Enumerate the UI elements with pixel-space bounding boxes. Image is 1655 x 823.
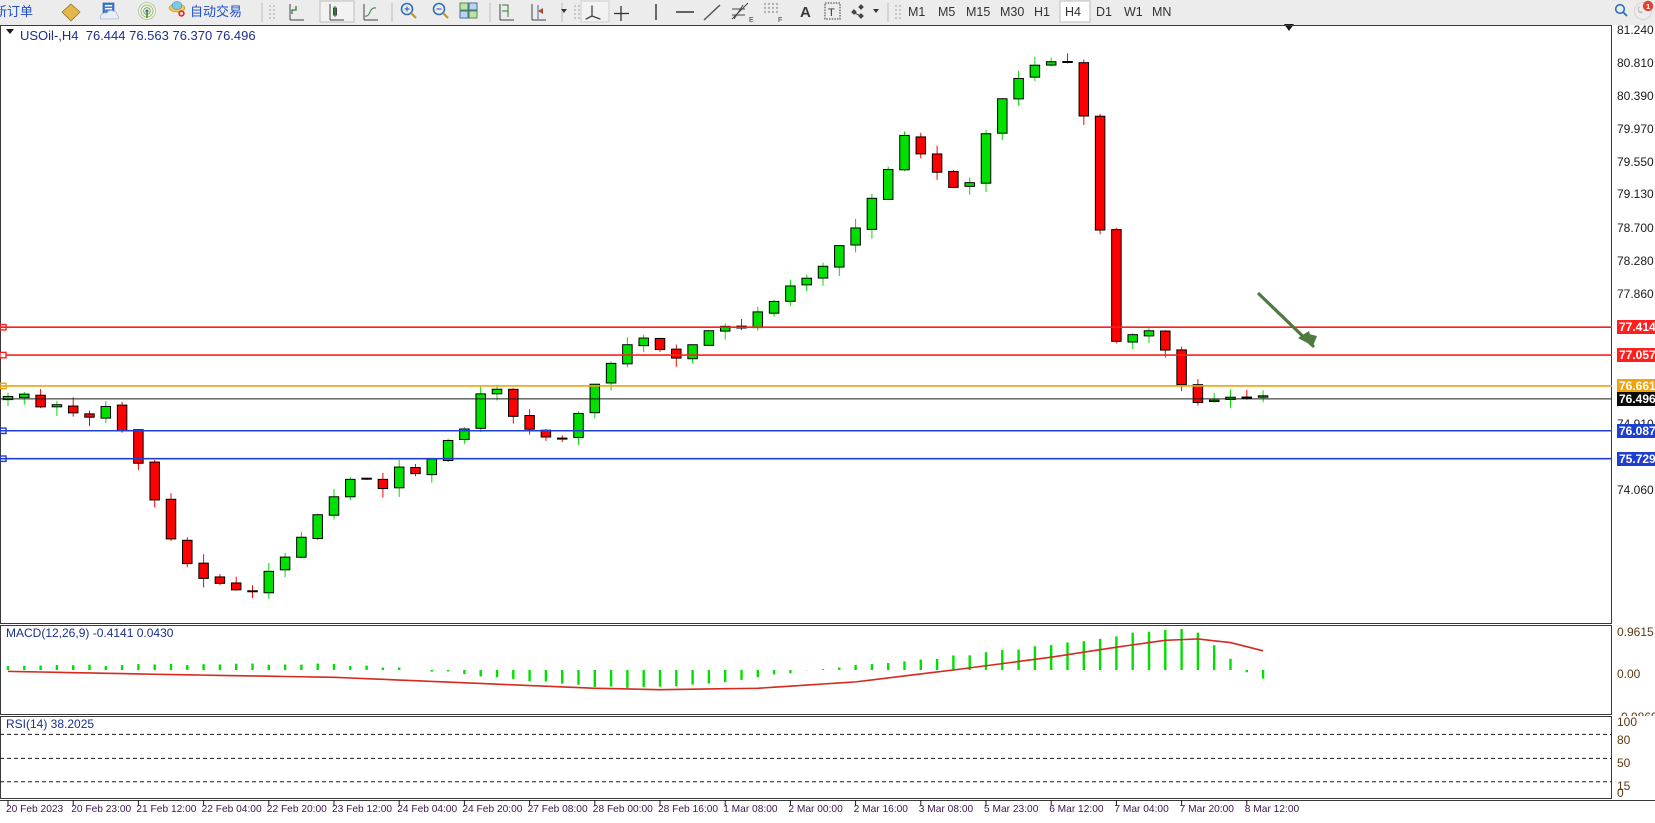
svg-text:M15: M15 bbox=[966, 5, 990, 19]
svg-text:W1: W1 bbox=[1124, 5, 1143, 19]
svg-text:新订单: 新订单 bbox=[0, 4, 33, 19]
svg-text:D1: D1 bbox=[1096, 5, 1112, 19]
svg-text:MN: MN bbox=[1152, 5, 1171, 19]
svg-text:A: A bbox=[800, 4, 811, 21]
svg-text:M5: M5 bbox=[938, 5, 955, 19]
svg-text:M1: M1 bbox=[908, 5, 925, 19]
svg-text:1: 1 bbox=[1646, 2, 1650, 11]
svg-text:自动交易: 自动交易 bbox=[190, 4, 242, 19]
svg-text:H1: H1 bbox=[1034, 5, 1050, 19]
svg-text:M30: M30 bbox=[1000, 5, 1024, 19]
svg-text:F: F bbox=[778, 17, 782, 24]
svg-text:E: E bbox=[749, 17, 754, 24]
svg-text:H4: H4 bbox=[1065, 5, 1081, 19]
svg-text:T: T bbox=[828, 7, 835, 19]
